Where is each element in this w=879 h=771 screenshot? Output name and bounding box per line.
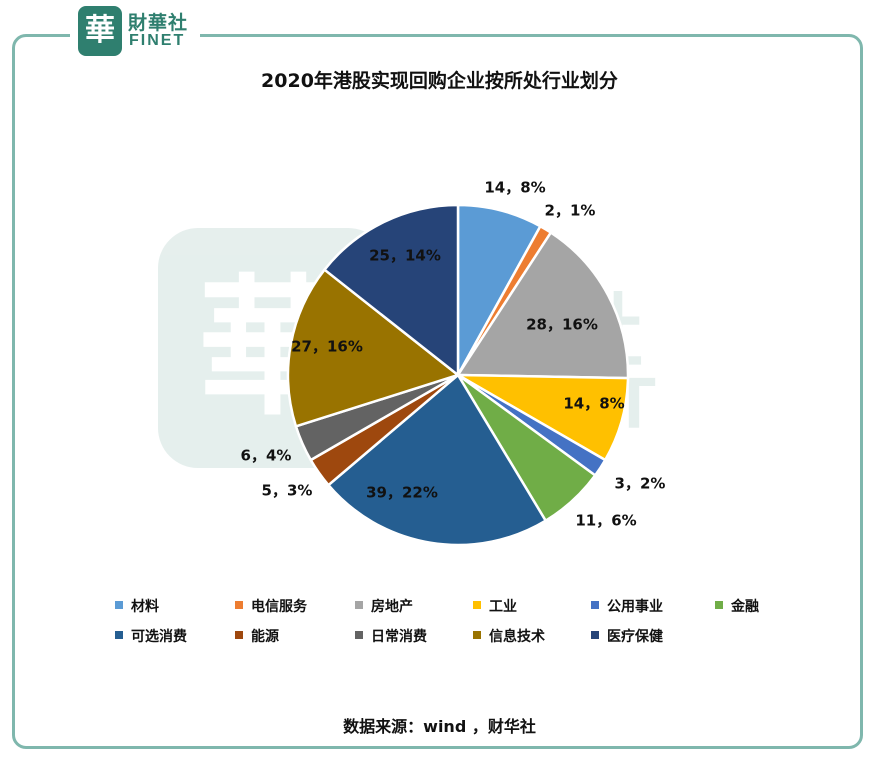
legend-label: 工业: [489, 599, 517, 615]
legend-item: 信息技术: [473, 626, 545, 645]
legend-item: 工业: [473, 596, 517, 615]
logo-name-en: FINET: [129, 32, 186, 49]
data-label-2: 2，1%: [545, 202, 596, 220]
legend-item: 电信服务: [235, 596, 307, 615]
legend-item: 医疗保健: [591, 626, 663, 645]
legend-label: 公用事业: [607, 599, 663, 615]
legend-item: 公用事业: [591, 596, 663, 615]
legend-swatch-icon: [115, 601, 123, 609]
data-label-1: 14，8%: [484, 179, 545, 197]
chart-frame: [12, 34, 863, 749]
data-label-11: 25，14%: [369, 247, 441, 265]
legend-swatch-icon: [473, 631, 481, 639]
legend-label: 信息技术: [489, 629, 545, 645]
logo-seal-icon: 華: [78, 6, 122, 56]
data-label-6: 11，6%: [575, 512, 636, 530]
data-label-10: 27，16%: [291, 338, 363, 356]
legend-item: 能源: [235, 626, 279, 645]
legend-swatch-icon: [591, 601, 599, 609]
legend-label: 能源: [251, 629, 279, 645]
legend-swatch-icon: [473, 601, 481, 609]
legend-item: 房地产: [355, 596, 413, 615]
data-label-3: 28，16%: [526, 316, 598, 334]
data-label-9: 6，4%: [241, 447, 292, 465]
legend-item: 材料: [115, 596, 159, 615]
pie-slice-7: [326, 373, 548, 547]
legend-swatch-icon: [355, 631, 363, 639]
legend-swatch-icon: [355, 601, 363, 609]
legend-swatch-icon: [235, 631, 243, 639]
legend-label: 医疗保健: [607, 629, 663, 645]
data-source-note: 数据来源：wind ，财华社: [343, 717, 536, 736]
legend-swatch-icon: [115, 631, 123, 639]
logo-name-cn: 財華社: [128, 12, 189, 34]
data-label-8: 5，3%: [262, 482, 313, 500]
pie-slice-11: [322, 203, 460, 378]
legend-item: 可选消费: [115, 626, 187, 645]
pie-slice-10: [286, 267, 461, 428]
data-label-7: 39，22%: [366, 484, 438, 502]
legend-label: 日常消费: [371, 629, 427, 645]
data-label-4: 14，8%: [563, 395, 624, 413]
legend-label: 房地产: [371, 599, 413, 615]
legend-item: 金融: [715, 596, 759, 615]
chart-title: 2020年港股实现回购企业按所处行业划分: [261, 70, 618, 92]
legend-label: 金融: [731, 599, 759, 615]
legend-label: 电信服务: [251, 599, 307, 615]
pie-slice-3: [455, 230, 630, 380]
data-label-5: 3，2%: [615, 475, 666, 493]
legend-item: 日常消费: [355, 626, 427, 645]
legend-swatch-icon: [591, 631, 599, 639]
legend-label: 可选消费: [131, 629, 187, 645]
legend-swatch-icon: [715, 601, 723, 609]
legend-swatch-icon: [235, 601, 243, 609]
legend-label: 材料: [131, 599, 159, 615]
finet-logo: 華 財華社 FINET: [70, 4, 200, 60]
